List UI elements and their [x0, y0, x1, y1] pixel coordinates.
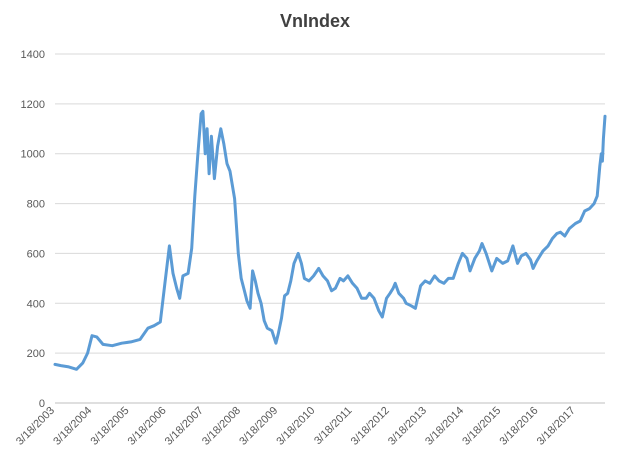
series-layer: [53, 109, 607, 371]
y-tick-label: 0: [39, 398, 45, 410]
x-tick-label: 3/18/2017: [535, 405, 578, 448]
x-tick-label: 3/18/2003: [14, 405, 57, 448]
y-tick-label: 1000: [21, 149, 45, 161]
x-tick-label: 3/18/2015: [460, 405, 503, 448]
x-tick-label: 3/18/2010: [274, 405, 317, 448]
x-axis-ticks: 3/18/20033/18/20043/18/20053/18/20063/18…: [14, 405, 578, 448]
y-tick-label: 1400: [21, 49, 45, 61]
x-tick-label: 3/18/2014: [423, 405, 466, 448]
y-axis-ticks: 0 200 400 600 800 1000 1200 1400: [21, 49, 45, 410]
x-tick-label: 3/18/2008: [200, 405, 243, 448]
y-tick-label: 600: [27, 248, 45, 260]
x-tick-label: 3/18/2011: [312, 405, 355, 448]
y-tick-label: 1200: [21, 99, 45, 111]
x-tick-label: 3/18/2005: [88, 405, 131, 448]
x-tick-label: 3/18/2012: [349, 405, 392, 448]
x-tick-label: 3/18/2006: [126, 405, 169, 448]
y-tick-label: 400: [27, 298, 45, 310]
x-tick-label: 3/18/2016: [498, 405, 541, 448]
chart-title: VnIndex: [280, 11, 350, 31]
x-tick-label: 3/18/2013: [386, 405, 429, 448]
x-tick-label: 3/18/2007: [163, 405, 206, 448]
x-tick-label: 3/18/2004: [51, 405, 94, 448]
y-tick-label: 200: [27, 348, 45, 360]
y-tick-label: 800: [27, 199, 45, 211]
series-line: [53, 109, 607, 371]
grid-lines: [55, 53, 605, 404]
x-tick-label: 3/18/2009: [237, 405, 280, 448]
